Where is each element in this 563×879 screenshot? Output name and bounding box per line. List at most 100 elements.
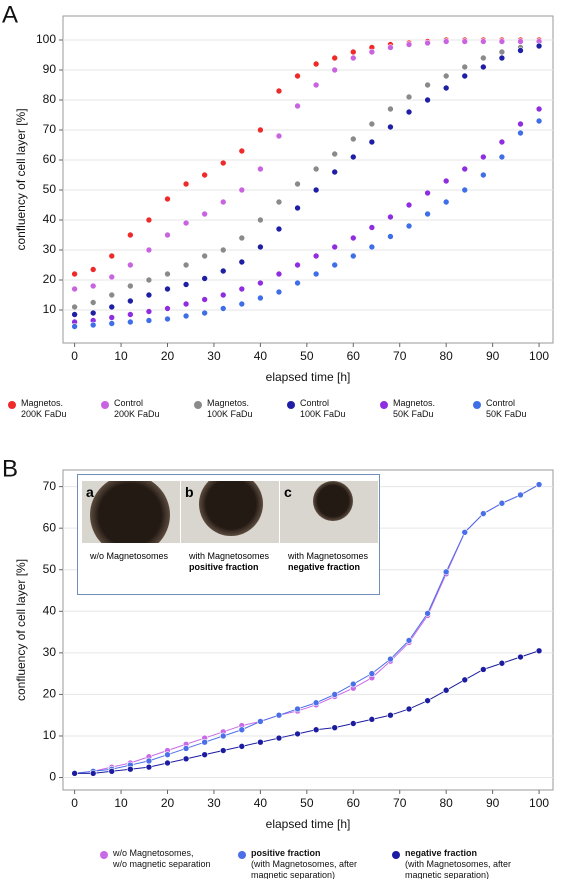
data-point xyxy=(219,732,227,740)
data-point xyxy=(89,309,97,317)
data-point xyxy=(424,39,431,47)
data-point xyxy=(71,311,78,318)
data-point xyxy=(257,279,264,287)
data-point xyxy=(201,309,208,317)
legend-marker xyxy=(473,401,481,409)
image-label: a xyxy=(86,484,94,500)
data-point xyxy=(480,510,487,517)
data-point xyxy=(535,481,543,488)
data-point xyxy=(257,165,264,173)
data-point xyxy=(145,763,153,771)
y-tick-label: 70 xyxy=(43,479,57,493)
data-point xyxy=(145,317,153,324)
y-tick-label: 40 xyxy=(43,212,57,226)
data-point xyxy=(257,294,264,302)
data-point xyxy=(368,716,376,723)
legend-label: Control 50K FaDu xyxy=(486,398,527,419)
x-tick-label: 40 xyxy=(254,796,268,810)
legend-label: w/o Magnetosomes, w/o magnetic separatio… xyxy=(113,848,211,869)
data-point xyxy=(201,171,208,179)
data-point xyxy=(164,305,171,312)
data-point xyxy=(71,303,78,311)
data-point xyxy=(387,655,394,663)
data-point xyxy=(127,765,134,773)
data-point xyxy=(368,48,376,56)
image-caption-bold: positive fraction xyxy=(189,562,259,572)
data-point xyxy=(219,246,227,254)
data-point xyxy=(219,305,227,312)
x-tick-label: 0 xyxy=(71,796,78,810)
y-tick-label: 50 xyxy=(43,182,57,196)
data-point xyxy=(108,303,116,311)
data-point xyxy=(164,759,171,767)
data-point xyxy=(480,63,487,71)
data-point xyxy=(461,186,469,194)
data-point xyxy=(331,150,339,158)
data-point xyxy=(182,261,190,269)
data-point xyxy=(535,647,543,655)
y-tick-label: 60 xyxy=(43,152,57,166)
data-point xyxy=(219,267,227,275)
data-point xyxy=(201,296,208,303)
spheroid xyxy=(313,481,353,521)
micrograph: a xyxy=(82,481,180,543)
data-point xyxy=(238,186,246,194)
data-point xyxy=(405,705,413,713)
data-point xyxy=(442,177,450,185)
x-tick-label: 10 xyxy=(114,796,128,810)
data-point xyxy=(349,234,357,242)
data-point xyxy=(71,270,78,278)
data-point xyxy=(312,186,320,194)
data-point xyxy=(164,285,171,293)
data-point xyxy=(331,243,339,251)
data-point xyxy=(405,201,413,209)
data-point xyxy=(201,210,208,218)
data-point xyxy=(517,47,524,54)
data-point xyxy=(108,314,116,321)
data-point xyxy=(182,300,190,308)
y-tick-label: 10 xyxy=(43,728,57,742)
data-point xyxy=(275,288,283,296)
data-point xyxy=(182,180,190,188)
data-point xyxy=(312,60,320,68)
data-point xyxy=(89,266,97,273)
data-point xyxy=(349,153,357,161)
data-point xyxy=(387,123,394,131)
data-point xyxy=(238,234,246,242)
x-axis-label: elapsed time [h] xyxy=(266,817,351,831)
data-point xyxy=(164,751,171,758)
image-label: b xyxy=(185,484,194,500)
data-point xyxy=(164,315,171,323)
data-point xyxy=(219,159,227,167)
data-point xyxy=(517,491,524,499)
data-point xyxy=(461,38,469,45)
data-point xyxy=(331,168,339,176)
legend-detail: (with Magnetosomes, after magnetic separ… xyxy=(251,859,358,879)
data-point xyxy=(89,282,97,290)
data-point xyxy=(182,312,190,320)
data-point xyxy=(349,54,357,62)
data-point xyxy=(442,84,450,92)
data-point xyxy=(201,252,208,260)
legend-marker xyxy=(100,851,108,859)
legend-label: Control 200K FaDu xyxy=(114,398,160,419)
x-tick-label: 90 xyxy=(486,349,500,363)
data-point xyxy=(517,129,524,137)
image-caption: with Magnetosomes xyxy=(288,551,369,561)
data-point xyxy=(312,252,320,260)
data-point xyxy=(461,165,469,173)
data-point xyxy=(219,747,227,754)
x-tick-label: 10 xyxy=(114,349,128,363)
data-point xyxy=(201,751,208,758)
panel-label: A xyxy=(2,1,18,28)
image-caption-bold: negative fraction xyxy=(288,562,361,572)
data-point xyxy=(331,66,339,74)
data-point xyxy=(182,281,190,288)
data-point xyxy=(257,718,264,725)
data-point xyxy=(108,291,116,299)
x-tick-label: 100 xyxy=(529,796,549,810)
data-point xyxy=(127,231,134,239)
image-label: c xyxy=(284,484,292,500)
data-point xyxy=(182,745,190,752)
spheroid xyxy=(199,481,263,536)
